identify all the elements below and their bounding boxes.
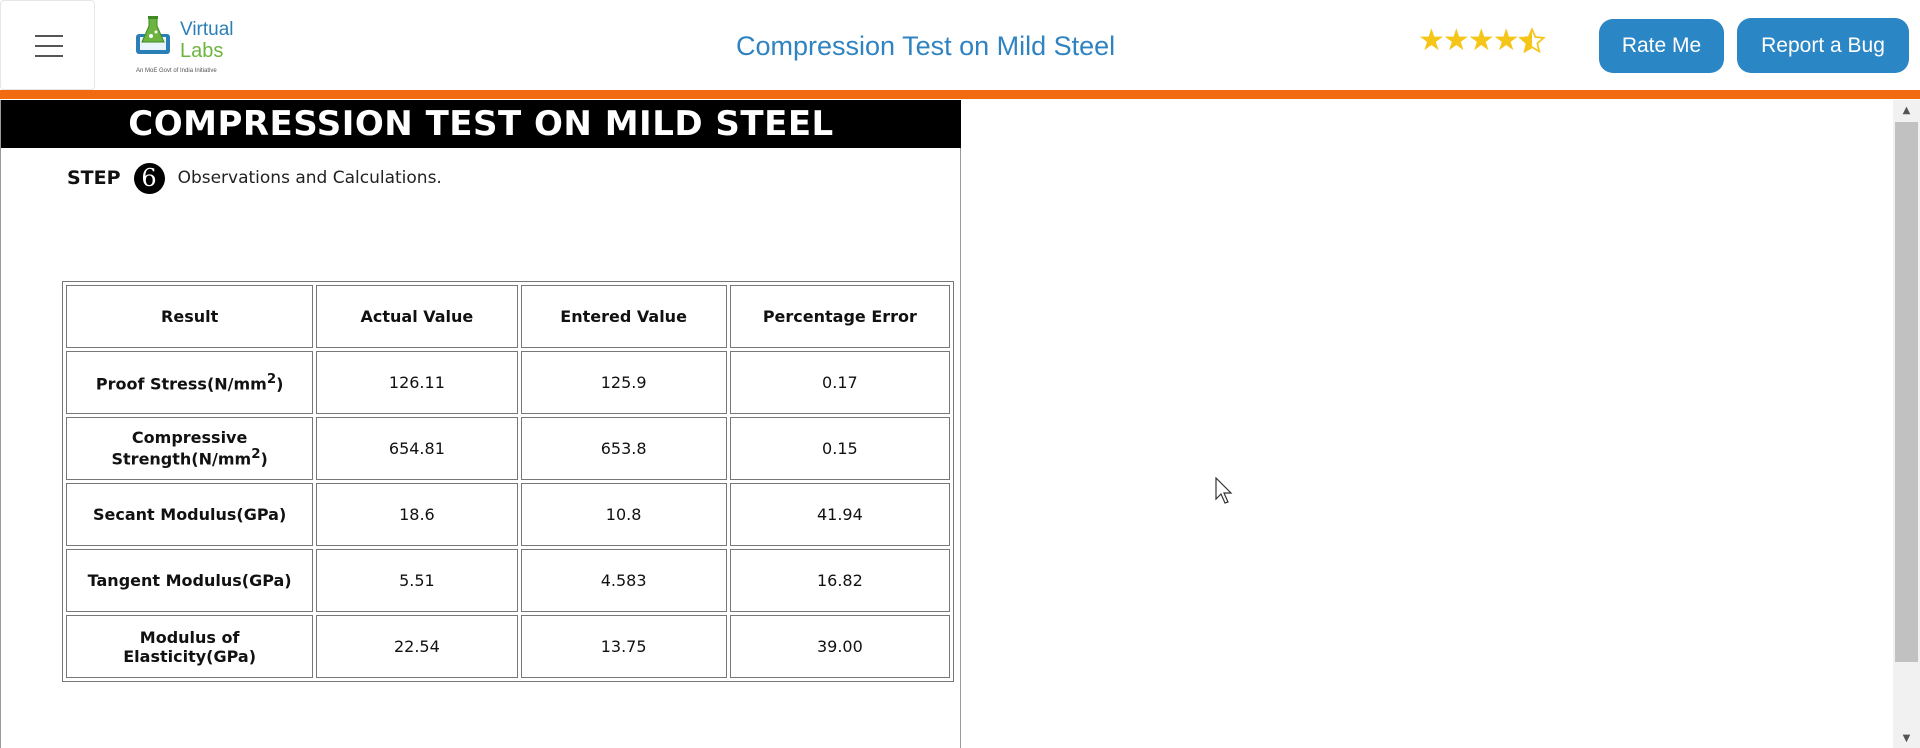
mouse-pointer-icon <box>1215 477 1233 504</box>
column-header-actual-value: Actual Value <box>316 285 518 348</box>
rating-stars: ★ ★ ★ ★ <box>1418 22 1546 60</box>
percentage-error-cell: 39.00 <box>729 615 950 678</box>
result-label: Compressive Strength(N/mm2) <box>66 417 314 480</box>
hamburger-icon-line <box>35 55 63 57</box>
simulation-panel: COMPRESSION TEST ON MILD STEEL STEP 6 Ob… <box>0 100 961 748</box>
actual-value-cell: 126.11 <box>316 351 518 414</box>
hamburger-menu-button[interactable] <box>0 0 95 90</box>
percentage-error-cell: 41.94 <box>729 483 950 546</box>
hamburger-icon-line <box>35 45 63 47</box>
entered-value-cell: 13.75 <box>520 615 727 678</box>
star-icon: ★ <box>1442 23 1470 58</box>
entered-value-cell: 4.583 <box>520 549 727 612</box>
scroll-up-arrow-icon[interactable]: ▲ <box>1902 104 1911 116</box>
percentage-error-cell: 0.17 <box>729 351 950 414</box>
result-label: Secant Modulus(GPa) <box>66 483 314 546</box>
rate-me-button[interactable]: Rate Me <box>1599 19 1724 73</box>
actual-value-cell: 22.54 <box>316 615 518 678</box>
results-table: Result Actual Value Entered Value Percen… <box>62 281 954 682</box>
entered-value-cell: 10.8 <box>520 483 727 546</box>
hamburger-icon-line <box>35 35 63 37</box>
scrollbar-thumb[interactable] <box>1895 122 1918 662</box>
column-header-result: Result <box>66 285 314 348</box>
table-row: Proof Stress(N/mm2) 126.11 125.9 0.17 <box>66 351 950 414</box>
percentage-error-cell: 16.82 <box>729 549 950 612</box>
virtual-labs-logo[interactable]: Virtual Labs An MoE Govt of India Initia… <box>130 10 245 78</box>
percentage-error-cell: 0.15 <box>729 417 950 480</box>
flask-logo-icon <box>136 16 170 54</box>
table-row: Secant Modulus(GPa) 18.6 10.8 41.94 <box>66 483 950 546</box>
result-label: Modulus of Elasticity(GPa) <box>66 615 314 678</box>
step-description: Observations and Calculations. <box>177 168 442 188</box>
scroll-down-arrow-icon[interactable]: ▼ <box>1902 732 1911 744</box>
column-header-percentage-error: Percentage Error <box>729 285 950 348</box>
table-row: Compressive Strength(N/mm2) 654.81 653.8… <box>66 417 950 480</box>
star-icon: ★ <box>1418 23 1445 58</box>
column-header-entered-value: Entered Value <box>520 285 727 348</box>
page-title: Compression Test on Mild Steel <box>736 31 1116 61</box>
experiment-title: COMPRESSION TEST ON MILD STEEL <box>1 100 961 148</box>
actual-value-cell: 18.6 <box>316 483 518 546</box>
half-star-icon <box>1517 27 1546 54</box>
star-icon: ★ <box>1467 23 1495 58</box>
entered-value-cell: 653.8 <box>520 417 727 480</box>
table-row: Modulus of Elasticity(GPa) 22.54 13.75 3… <box>66 615 950 678</box>
step-label: STEP <box>67 167 121 189</box>
header-accent-bar <box>0 90 1920 99</box>
step-number-badge: 6 <box>133 162 165 194</box>
logo-text-virtual: Virtual <box>180 19 234 40</box>
table-header-row: Result Actual Value Entered Value Percen… <box>66 285 950 348</box>
report-bug-button[interactable]: Report a Bug <box>1737 18 1909 73</box>
app-header: Virtual Labs An MoE Govt of India Initia… <box>0 0 1920 92</box>
logo-text-labs: Labs <box>180 40 224 62</box>
star-icon: ★ <box>1492 23 1520 58</box>
logo-tagline: An MoE Govt of India Initiative <box>136 68 217 74</box>
actual-value-cell: 654.81 <box>316 417 518 480</box>
table-row: Tangent Modulus(GPa) 5.51 4.583 16.82 <box>66 549 950 612</box>
vertical-scrollbar[interactable]: ▲ ▼ <box>1893 100 1920 748</box>
actual-value-cell: 5.51 <box>316 549 518 612</box>
result-label: Tangent Modulus(GPa) <box>66 549 314 612</box>
result-label: Proof Stress(N/mm2) <box>66 351 314 414</box>
entered-value-cell: 125.9 <box>520 351 727 414</box>
step-indicator: STEP 6 Observations and Calculations. <box>67 160 442 196</box>
